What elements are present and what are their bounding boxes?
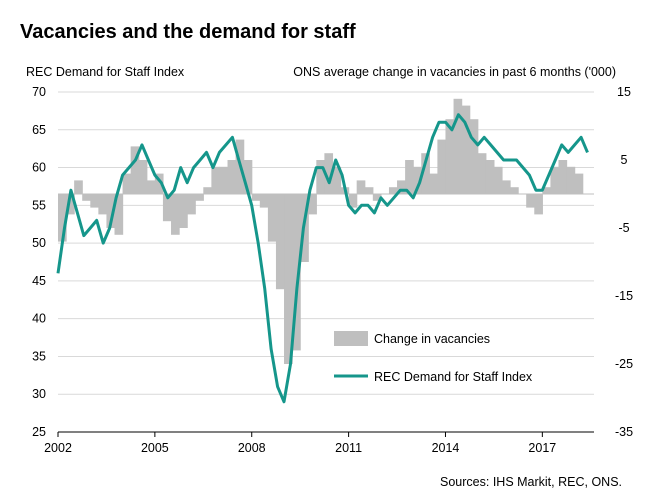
vacancy-bar — [171, 194, 180, 235]
vacancy-bar — [421, 153, 430, 194]
vacancy-bar — [477, 153, 487, 194]
vacancy-bar — [469, 119, 479, 194]
vacancy-bar — [324, 153, 334, 194]
vacancy-bar — [461, 105, 471, 194]
left-tick-label: 55 — [32, 198, 46, 212]
vacancy-bar — [219, 166, 229, 194]
source-note: Sources: IHS Markit, REC, ONS. — [440, 475, 622, 489]
vacancy-bar — [275, 194, 285, 290]
legend: Change in vacancies REC Demand for Staff… — [334, 331, 533, 384]
vacancy-bar — [332, 166, 342, 194]
right-tick-label: -5 — [618, 221, 629, 235]
x-tick-label: 2014 — [432, 441, 460, 455]
vacancy-bar — [292, 194, 301, 351]
vacancy-bar — [493, 166, 503, 194]
vacancy-bar — [98, 194, 108, 215]
vacancy-bar — [162, 194, 172, 222]
left-tick-label: 30 — [32, 387, 46, 401]
vacancy-bar — [187, 194, 196, 215]
vacancy-bar — [195, 194, 204, 201]
vacancy-bar — [284, 194, 293, 364]
vacancy-bar — [90, 194, 99, 208]
vacancy-bar — [534, 194, 543, 215]
vacancy-bar — [154, 173, 164, 194]
vacancy-bar — [58, 194, 67, 242]
vacancy-bar — [566, 166, 576, 194]
left-tick-label: 40 — [32, 312, 46, 326]
legend-line-label: REC Demand for Staff Index — [374, 370, 533, 384]
vacancy-bar — [405, 160, 414, 194]
vacancy-bar — [114, 194, 124, 235]
left-tick-label: 45 — [32, 274, 46, 288]
vacancy-bar — [316, 160, 325, 194]
legend-bar-swatch — [334, 331, 368, 346]
left-tick-label: 35 — [32, 349, 46, 363]
left-tick-label: 65 — [32, 123, 46, 137]
vacancy-bar — [243, 160, 253, 194]
vacancy-bar — [66, 194, 75, 215]
x-tick-label: 2008 — [238, 441, 266, 455]
vacancy-bar — [542, 187, 552, 194]
right-axis-label: ONS average change in vacancies in past … — [293, 65, 616, 79]
vacancy-bar — [211, 166, 221, 194]
x-tick-label: 2017 — [528, 441, 556, 455]
vacancy-bar — [106, 194, 116, 228]
x-tick-label: 2005 — [141, 441, 169, 455]
right-tick-label: 5 — [621, 153, 628, 167]
right-tick-label: -15 — [615, 289, 633, 303]
vacancy-bar — [82, 194, 91, 201]
vacancy-bar — [550, 166, 560, 194]
vacancy-bar — [501, 180, 511, 194]
right-tick-label: -25 — [615, 357, 633, 371]
gridlines — [58, 91, 594, 395]
left-axis-ticks: 25 30 35 40 45 50 55 60 65 70 — [32, 85, 46, 439]
vacancy-bar — [348, 194, 358, 208]
vacancy-bar — [203, 187, 212, 194]
vacancy-bar — [485, 160, 495, 194]
left-axis-label: REC Demand for Staff Index — [26, 65, 185, 79]
vacancy-bar — [453, 98, 463, 194]
vacancy-bar — [267, 194, 277, 242]
left-tick-label: 60 — [32, 161, 46, 175]
vacancy-bar — [308, 194, 317, 215]
left-tick-label: 25 — [32, 425, 46, 439]
vacancy-bar — [122, 173, 132, 194]
vacancy-bar — [372, 194, 382, 201]
vacancy-bar — [179, 194, 188, 228]
right-axis-ticks: -35 -25 -15 -5 5 15 — [615, 85, 633, 439]
vacancy-bar — [138, 160, 148, 194]
vacancy-bar — [510, 187, 519, 194]
vacancy-bar — [526, 194, 535, 208]
legend-bar-label: Change in vacancies — [374, 332, 490, 346]
vacancy-bar — [445, 119, 455, 194]
vacancy-bar — [437, 139, 447, 194]
vacancies-bars — [58, 98, 584, 364]
vacancy-bar — [397, 180, 406, 194]
vacancy-bar — [251, 194, 261, 201]
right-tick-label: -35 — [615, 425, 633, 439]
vacancy-bar — [227, 160, 237, 194]
demand-index-line — [56, 113, 589, 404]
vacancy-bar — [574, 173, 584, 194]
vacancy-bar — [356, 180, 366, 194]
x-tick-label: 2011 — [335, 441, 362, 455]
right-tick-label: 15 — [617, 85, 631, 99]
x-axis-ticks: 2002 2005 2008 2011 2014 2017 — [44, 432, 556, 455]
vacancy-bar — [388, 187, 398, 194]
left-tick-label: 50 — [32, 236, 46, 250]
vacancy-bar — [259, 194, 269, 208]
x-tick-label: 2002 — [44, 441, 72, 455]
left-tick-label: 70 — [32, 85, 46, 99]
vacancy-bar — [146, 180, 156, 194]
vacancy-bar — [413, 166, 422, 194]
chart-title: Vacancies and the demand for staff — [20, 21, 356, 43]
vacancy-bar — [130, 146, 140, 194]
vacancy-bar — [558, 160, 568, 194]
vacancy-bar — [364, 187, 374, 194]
vacancy-bar — [429, 173, 438, 194]
vacancy-bar — [74, 180, 83, 194]
